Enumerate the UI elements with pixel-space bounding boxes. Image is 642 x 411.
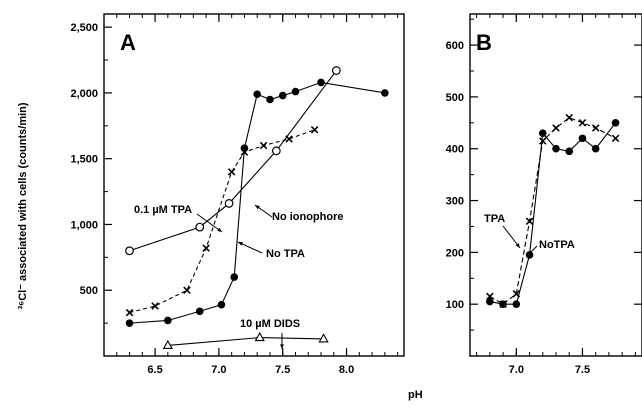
series-line	[167, 337, 324, 347]
series-annotation: TPA	[484, 213, 505, 225]
data-point	[578, 134, 587, 143]
x-tick-label: 7.0	[509, 364, 524, 376]
data-point	[224, 199, 234, 208]
series-line	[489, 122, 616, 305]
y-tick-label: 2,500	[70, 22, 98, 34]
data-point	[318, 333, 329, 343]
y-tick-label: 1,500	[70, 154, 98, 166]
data-point	[552, 144, 560, 153]
panel-label: B	[476, 30, 492, 55]
x-tick-label: 6.5	[147, 364, 162, 376]
data-point	[195, 307, 204, 316]
data-point	[253, 90, 261, 99]
data-point	[310, 125, 319, 134]
data-point	[162, 339, 173, 350]
data-point	[538, 129, 547, 137]
y-axis-title: ³⁶Cl⁻ associated with cells (counts/min)	[17, 102, 29, 309]
data-point	[183, 286, 191, 294]
data-point	[611, 134, 620, 143]
series-annotation: No TPA	[266, 248, 305, 260]
data-point	[591, 144, 600, 153]
x-axis-title: pH	[408, 389, 423, 401]
data-point	[591, 124, 600, 132]
annotation-arrowhead	[238, 242, 243, 246]
data-point	[271, 146, 281, 156]
plot-frame	[469, 13, 642, 357]
plot-frame	[103, 13, 405, 357]
series-annotation: 10 µM DIDS	[240, 318, 300, 330]
data-point	[381, 89, 389, 97]
data-point	[565, 147, 574, 156]
annotation-arrowhead	[217, 227, 222, 232]
series-annotation: 0.1 µM TPA	[134, 204, 192, 216]
data-point	[202, 244, 210, 252]
data-point	[285, 135, 293, 143]
data-point	[565, 113, 573, 122]
data-point	[259, 141, 268, 150]
annotation-arrow	[196, 213, 223, 233]
data-point	[195, 222, 205, 232]
series-annotation: No ionophore	[272, 211, 344, 223]
data-point	[230, 273, 239, 281]
data-point	[125, 246, 134, 256]
y-tick-label: 200	[446, 247, 464, 259]
data-point	[552, 124, 560, 132]
data-point	[539, 137, 547, 145]
data-point	[611, 119, 620, 127]
x-tick-label: 7.0	[211, 364, 226, 376]
y-tick-label: 500	[446, 92, 464, 104]
data-point	[499, 300, 507, 308]
y-tick-label: 600	[446, 40, 464, 52]
annotation-arrow	[502, 225, 521, 249]
series-line	[129, 81, 385, 324]
annotation-arrowhead	[280, 344, 284, 349]
data-point	[125, 308, 134, 317]
annotation-arrowhead	[255, 205, 260, 210]
x-tick-label: 7.5	[275, 364, 290, 376]
data-point	[254, 331, 265, 342]
y-tick-label: 2,000	[70, 88, 98, 100]
data-point	[512, 300, 521, 308]
data-point	[278, 91, 287, 100]
panel-a: A 500 1,000 1,500 2,000 2,500 6.5 7.0 7.5 8.0 0.1 …	[70, 13, 405, 376]
data-point	[331, 66, 341, 75]
series-line	[489, 117, 616, 305]
data-point	[125, 319, 134, 327]
y-tick-label: 100	[446, 299, 464, 311]
data-point	[227, 168, 236, 176]
series-line	[129, 129, 315, 314]
annotation-arrowhead	[515, 243, 520, 248]
annotation-arrowhead	[528, 250, 533, 255]
x-tick-label: 7.5	[575, 364, 590, 376]
data-point	[317, 78, 325, 87]
y-tick-label: 1,000	[70, 219, 98, 231]
data-point	[240, 144, 249, 152]
data-point	[578, 119, 587, 127]
y-tick-label: 500	[80, 285, 98, 297]
data-point	[266, 95, 274, 104]
series-annotation: NoTPA	[539, 239, 575, 251]
y-tick-label: 400	[446, 144, 464, 156]
series-line	[129, 70, 337, 252]
data-point	[151, 302, 159, 310]
data-point	[486, 297, 494, 306]
panel-b: B 100 200 300 400 500 600 7.0 7.5 TPA NoTPA	[446, 13, 642, 376]
data-point	[525, 217, 534, 226]
panel-label: A	[120, 30, 136, 55]
data-point	[217, 300, 226, 309]
y-tick-label: 300	[446, 196, 464, 208]
x-tick-label: 8.0	[339, 364, 354, 376]
data-point	[164, 316, 172, 325]
data-point	[240, 148, 249, 156]
data-point	[291, 87, 300, 96]
